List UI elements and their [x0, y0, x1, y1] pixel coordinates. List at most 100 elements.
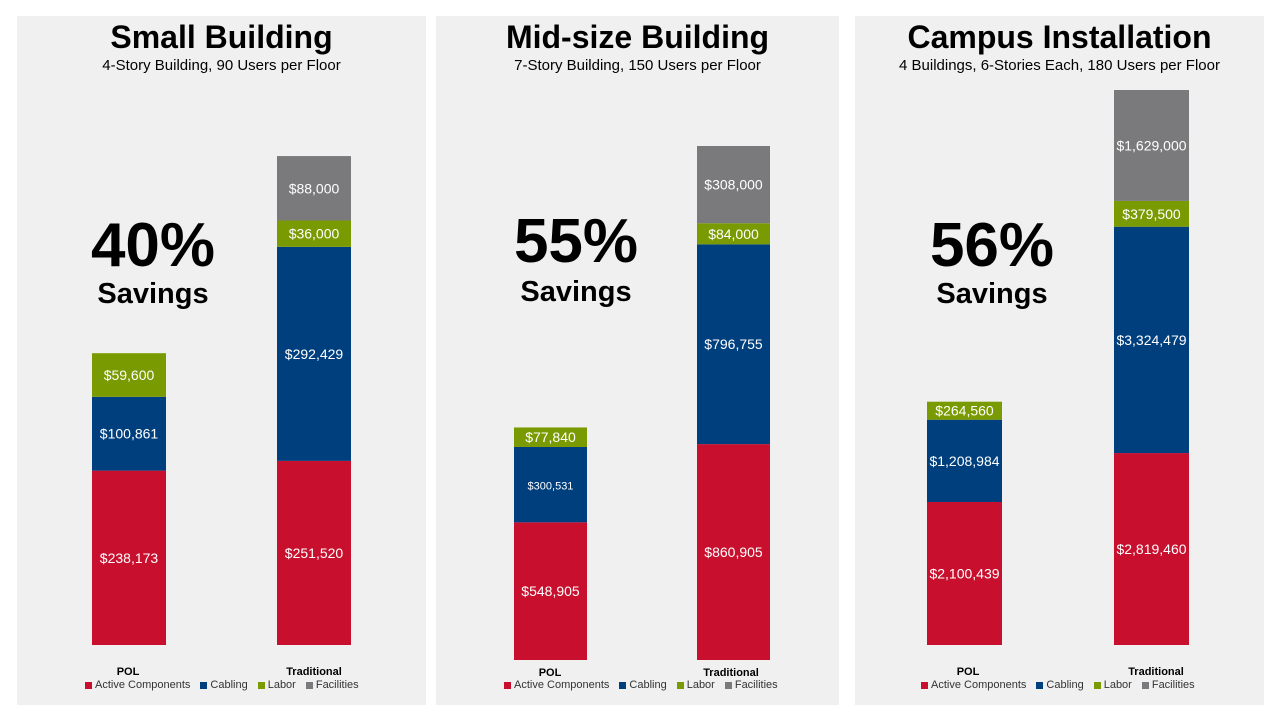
bar-segment-cabling-traditional — [1114, 226, 1189, 454]
legend-swatch — [921, 681, 928, 689]
data-label: $292,429 — [285, 346, 344, 362]
bar-segment-cabling-pol — [927, 419, 1002, 503]
chart-subtitle: 4 Buildings, 6-Stories Each, 180 Users p… — [899, 57, 1220, 74]
data-label: $308,000 — [704, 177, 763, 193]
legend-item-active: Active Components — [504, 679, 609, 691]
bar-segment-labor-pol — [514, 427, 587, 447]
data-label: $88,000 — [289, 180, 340, 196]
data-label: $59,600 — [104, 367, 155, 383]
legend-label: Active Components — [514, 679, 610, 691]
bar-segment-active-traditional — [277, 460, 351, 645]
data-label: $379,500 — [1122, 206, 1181, 222]
category-label-traditional: Traditional — [703, 667, 759, 679]
category-label-traditional: Traditional — [286, 666, 342, 678]
bar-segment-cabling-traditional — [277, 246, 351, 461]
data-label: $264,560 — [935, 403, 994, 419]
stacked-bar-chart: $238,173 $100,861 $59,600 $251,520 $292,429 $… — [92, 156, 351, 645]
legend-label: Cabling — [1046, 679, 1084, 691]
bar-segment-labor-pol — [92, 353, 166, 397]
chart-subtitle: 7-Story Building, 150 Users per Floor — [514, 57, 761, 74]
legend-swatch — [504, 681, 511, 689]
chart-panel-mid-size-building: $548,905 $300,531 $77,840 $860,905 $796,755 $… — [436, 16, 839, 705]
legend-label: Facilities — [1151, 679, 1195, 691]
data-label: $2,819,460 — [1116, 541, 1186, 557]
category-label-pol: POL — [538, 667, 562, 679]
bar-segment-cabling-pol — [92, 396, 166, 471]
chart-subtitle: 4-Story Building, 90 Users per Floor — [102, 57, 341, 74]
legend-label: Cabling — [210, 679, 248, 691]
bar-segment-active-traditional — [1114, 453, 1189, 645]
category-label-pol: POL — [956, 666, 980, 678]
legend-swatch — [1141, 681, 1149, 689]
bar-segment-facilities-traditional — [1114, 90, 1189, 201]
data-label: $1,629,000 — [1116, 137, 1186, 153]
legend-label: Active Components — [931, 679, 1027, 691]
category-label-pol: POL — [116, 666, 140, 678]
legend-item-facilities: Facilities — [1141, 679, 1195, 691]
legend-item-facilities: Facilities — [305, 679, 359, 691]
category-label-traditional: Traditional — [1128, 666, 1184, 678]
legend-item-facilities: Facilities — [724, 679, 778, 691]
bar-segment-labor-traditional — [697, 223, 770, 245]
data-label: $3,324,479 — [1116, 332, 1186, 348]
legend-label: Active Components — [95, 679, 191, 691]
legend-swatch — [257, 681, 265, 689]
bar-segment-cabling-pol — [514, 446, 587, 523]
legend-label: Labor — [267, 679, 296, 691]
data-label: $36,000 — [289, 226, 340, 242]
bar-segment-labor-traditional — [1114, 200, 1189, 227]
savings-percent: 56% — [929, 211, 1055, 280]
savings-label: Savings — [97, 278, 209, 310]
legend: Active Components Cabling Labor Facilities — [85, 679, 359, 691]
savings-label: Savings — [936, 278, 1048, 310]
data-label: $300,531 — [528, 481, 574, 493]
stacked-bar-chart: $548,905 $300,531 $77,840 $860,905 $796,755 $… — [514, 146, 770, 660]
legend: Active Components Cabling Labor Facilities — [504, 679, 778, 691]
bar-segment-active-pol — [92, 470, 166, 645]
bar-segment-labor-pol — [927, 401, 1002, 420]
legend-swatch — [85, 681, 92, 689]
legend-label: Labor — [686, 679, 715, 691]
legend-swatch — [676, 681, 684, 689]
bar-segment-active-pol — [514, 522, 587, 660]
legend-item-cabling: Cabling — [1036, 679, 1084, 691]
legend-swatch — [1093, 681, 1101, 689]
legend-label: Facilities — [734, 679, 778, 691]
legend-swatch — [1036, 681, 1044, 689]
legend-label: Facilities — [315, 679, 359, 691]
bar-segment-facilities-traditional — [697, 146, 770, 224]
legend-item-labor: Labor — [257, 679, 296, 691]
data-label: $796,755 — [704, 336, 763, 352]
legend-swatch — [724, 681, 732, 689]
data-label: $860,905 — [704, 544, 763, 560]
bar-segment-active-pol — [927, 502, 1002, 645]
data-label: $1,208,984 — [929, 453, 999, 469]
savings-percent: 55% — [513, 207, 639, 276]
chart-title: Campus Installation — [907, 19, 1212, 55]
legend-swatch — [619, 681, 627, 689]
savings-label: Savings — [520, 276, 632, 308]
bar-segment-active-traditional — [697, 444, 770, 660]
legend-item-labor: Labor — [1093, 679, 1132, 691]
bar-segment-cabling-traditional — [697, 244, 770, 445]
chart-panel-small-building: $238,173 $100,861 $59,600 $251,520 $292,429 $… — [17, 16, 426, 705]
chart-panel-campus-installation: $2,100,439 $1,208,984 $264,560 $2,819,460 $3… — [855, 16, 1264, 705]
legend-item-active: Active Components — [921, 679, 1026, 691]
savings-percent: 40% — [90, 211, 216, 280]
legend: Active Components Cabling Labor Facilities — [921, 679, 1195, 691]
data-label: $84,000 — [708, 226, 759, 242]
data-label: $77,840 — [525, 429, 576, 445]
legend-item-cabling: Cabling — [200, 679, 248, 691]
bar-segment-labor-traditional — [277, 220, 351, 247]
data-label: $100,861 — [100, 426, 159, 442]
data-label: $2,100,439 — [929, 566, 999, 582]
chart-title: Mid-size Building — [505, 19, 770, 55]
legend-label: Labor — [1103, 679, 1132, 691]
legend-swatch — [200, 681, 208, 689]
chart-title: Small Building — [110, 19, 333, 55]
legend-label: Cabling — [629, 679, 667, 691]
stacked-bar-chart: $2,100,439 $1,208,984 $264,560 $2,819,460 $3… — [927, 90, 1189, 645]
data-label: $238,173 — [100, 550, 159, 566]
legend-item-active: Active Components — [85, 679, 190, 691]
legend-item-cabling: Cabling — [619, 679, 667, 691]
